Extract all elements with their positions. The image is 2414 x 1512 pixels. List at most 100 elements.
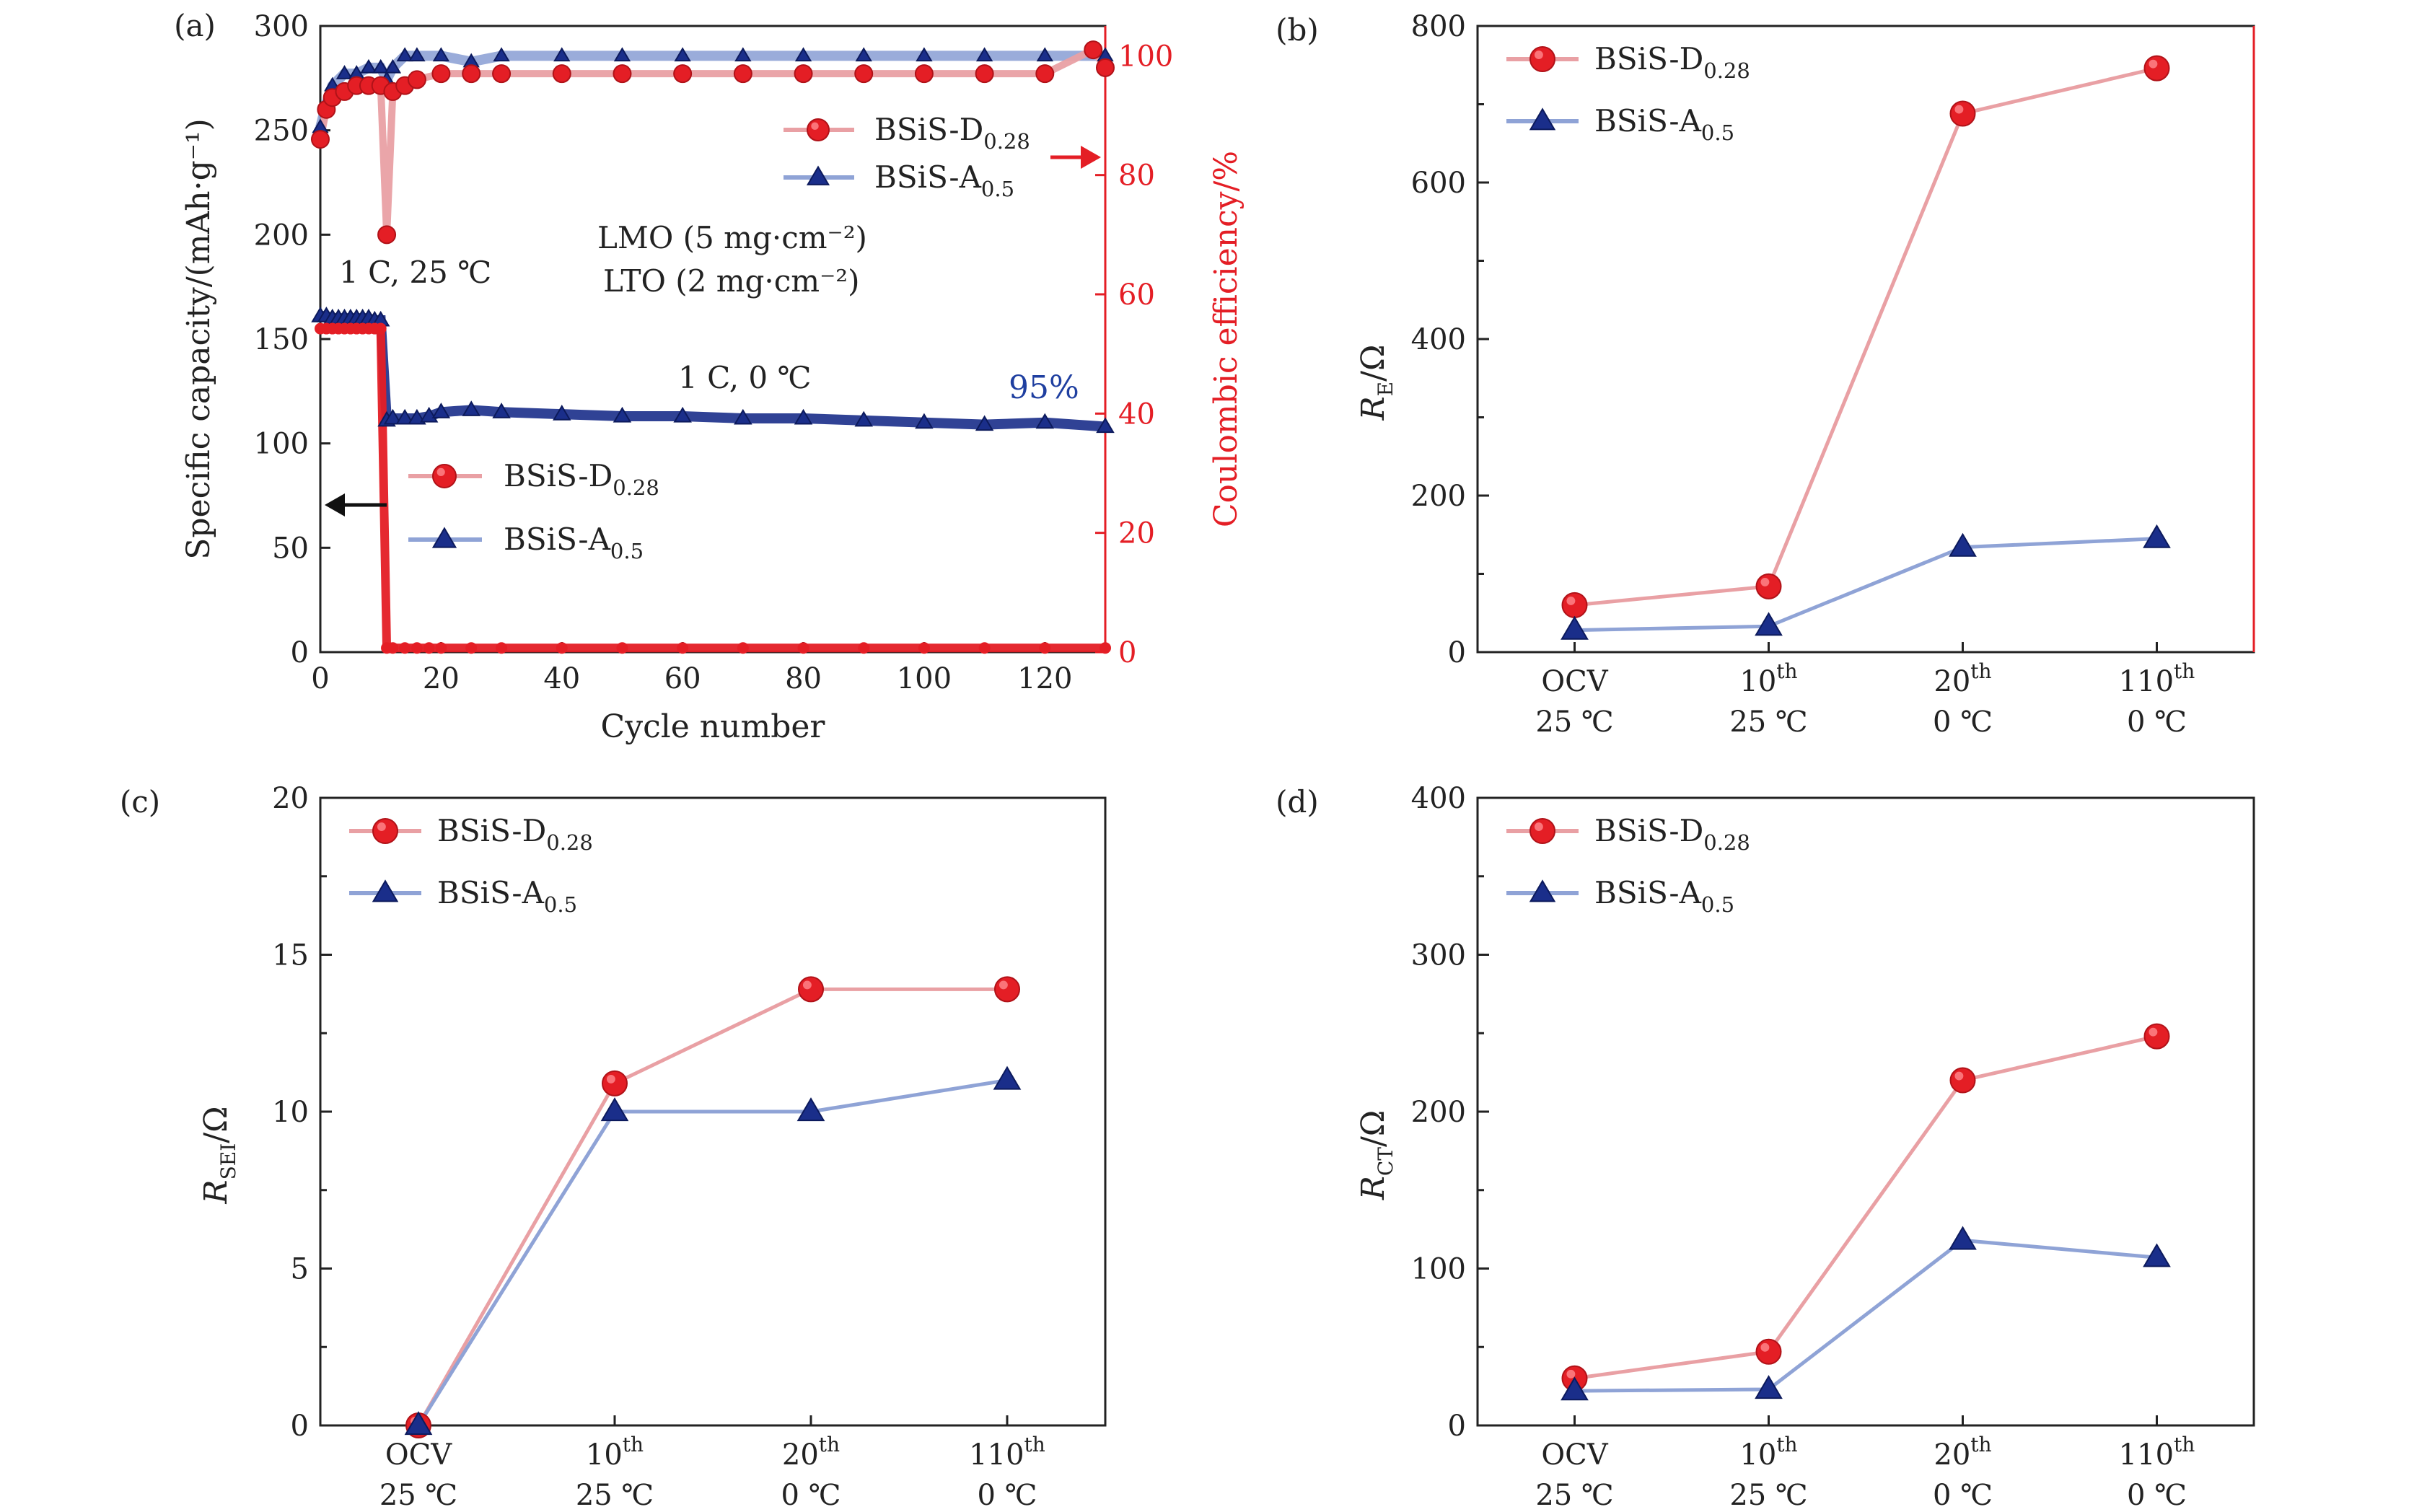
data-point-bsis-d (2143, 1023, 2170, 1050)
ce-point-bsis-d (311, 130, 330, 149)
ce-point-bsis-a (794, 47, 812, 62)
ce-point-bsis-d (854, 64, 874, 84)
arrow-right-head (1081, 146, 1101, 169)
y2-tick-label: 60 (1118, 278, 1155, 312)
legend-ce-label-a: BSiS-A0.5 (874, 159, 1014, 201)
data-point-bsis-a (1755, 1375, 1783, 1399)
capacity-point-bsis-d (465, 642, 478, 654)
legend-ce-marker-a (806, 165, 830, 185)
x-tick-label: 60 (664, 662, 701, 695)
capacity-point-bsis-d (435, 642, 447, 654)
y-tick-label: 10 (272, 1096, 309, 1129)
x-category-temp: 0 ℃ (2127, 1479, 2187, 1512)
x-category-label: OCV (385, 1438, 452, 1472)
series-line-bsis-a (416, 1078, 1008, 1427)
capacity-point-bsis-d (797, 642, 809, 654)
panel-label: (d) (1276, 784, 1319, 819)
capacity-point-bsis-a (419, 406, 439, 423)
data-point-bsis-a (2143, 1243, 2171, 1267)
y2-axis-title: Coulombic efficiency/% (1208, 151, 1245, 527)
x-tick-label: 40 (543, 662, 580, 695)
y-tick-label: 300 (1411, 939, 1466, 972)
capacity-point-bsis-a (431, 403, 451, 418)
panel-c: 0 5 10 15 20 OCV 25 ℃ 10th 25 ℃ 20th 0 ℃ 110th 0 ℃ RS… (120, 782, 1107, 1512)
legend-label-d: BSiS-D0.28 (1594, 813, 1750, 855)
capacity-point-bsis-d (411, 642, 423, 654)
capacity-point-bsis-a (1035, 413, 1055, 429)
legend-marker-a (1529, 879, 1556, 902)
y-tick-label: 20 (272, 782, 309, 815)
x-category-temp: 0 ℃ (1933, 1479, 1993, 1512)
capacity-point-bsis-d (677, 642, 689, 654)
ce-point-bsis-a (1036, 47, 1053, 62)
ce-point-bsis-d (462, 64, 481, 84)
ce-point-bsis-a (916, 47, 933, 62)
panel-a: 0 20 40 60 80 100 120 0 50 100 150 200 250 300 0 20 40 60… (174, 8, 1245, 745)
capacity-point-bsis-d (616, 642, 628, 654)
ce-point-bsis-d (492, 64, 512, 84)
ce-point-bsis-d (794, 64, 813, 84)
y-tick-label: 50 (272, 532, 309, 565)
legend-marker-d (1529, 818, 1555, 844)
capacity-point-bsis-a (854, 410, 873, 427)
data-point-bsis-a (2143, 524, 2171, 548)
x-category-label: 10th (1739, 659, 1797, 698)
capacity-point-bsis-d (374, 322, 387, 335)
plot-frame (319, 25, 1107, 654)
legend-marker-a (372, 879, 399, 902)
ce-point-bsis-a (335, 65, 354, 79)
legend-cap-label-a: BSiS-A0.5 (504, 522, 644, 563)
ce-point-bsis-d (1084, 40, 1103, 60)
capacity-point-bsis-d (399, 642, 411, 654)
y-tick-label: 200 (1411, 480, 1466, 513)
y-tick-label: 15 (272, 939, 309, 972)
capacity-point-bsis-a (408, 408, 426, 425)
data-point-bsis-d (1755, 573, 1782, 599)
ce-point-bsis-a (975, 47, 993, 62)
y-axis-title: Specific capacity/(mAh·g⁻¹) (180, 118, 217, 560)
x-category-temp: 0 ℃ (978, 1479, 1037, 1512)
legend-cap-marker-a (431, 527, 457, 548)
capacity-point-bsis-a (673, 406, 692, 423)
ce-point-bsis-d (975, 64, 994, 84)
data-point-bsis-a (1755, 612, 1783, 636)
capacity-point-bsis-d (423, 642, 435, 654)
y2-tick-label: 20 (1118, 517, 1155, 550)
capacity-point-bsis-d (1039, 642, 1051, 654)
ce-point-bsis-a (384, 58, 402, 74)
x-category-label: OCV (1541, 1438, 1608, 1472)
ce-point-bsis-d (914, 64, 934, 84)
x-tick-label: 0 (311, 662, 329, 695)
ce-point-bsis-a (613, 47, 631, 62)
ce-point-bsis-a (553, 47, 571, 62)
legend-marker-d (1529, 46, 1555, 72)
capacity-point-bsis-a (975, 415, 994, 431)
x-tick-label: 20 (423, 662, 460, 695)
x-category-label: 110th (2119, 659, 2195, 698)
data-point-bsis-a (1949, 1226, 1977, 1250)
panel-label: (c) (120, 784, 160, 819)
series-line-bsis-a (1574, 537, 2157, 633)
x-category-label: 20th (1934, 1433, 1991, 1472)
ce-point-bsis-d (407, 70, 426, 89)
capacity-point-bsis-a (613, 406, 632, 423)
panel-label: (a) (174, 8, 216, 43)
y-tick-label: 200 (254, 219, 309, 252)
data-point-bsis-a (404, 1411, 433, 1436)
capacity-point-bsis-a (734, 408, 752, 425)
ce-point-bsis-d (1096, 58, 1115, 77)
y-tick-label: 0 (291, 1410, 309, 1443)
legend-label-a: BSiS-A0.5 (1594, 103, 1734, 145)
data-point-bsis-a (1561, 1376, 1589, 1401)
x-tick-label: 100 (897, 662, 952, 695)
capacity-point-bsis-a (462, 400, 480, 416)
y-axis-title: RE/Ω (1355, 345, 1397, 421)
x-category-label: OCV (1541, 665, 1608, 698)
y-tick-label: 600 (1411, 167, 1466, 200)
y-tick-label: 0 (1448, 636, 1466, 669)
capacity-point-bsis-a (395, 408, 414, 425)
x-category-temp: 0 ℃ (1933, 706, 1993, 739)
series-line-bsis-d (1574, 1034, 2158, 1381)
x-category-temp: 25 ℃ (1729, 1479, 1807, 1512)
x-category-temp: 25 ℃ (379, 1479, 457, 1512)
